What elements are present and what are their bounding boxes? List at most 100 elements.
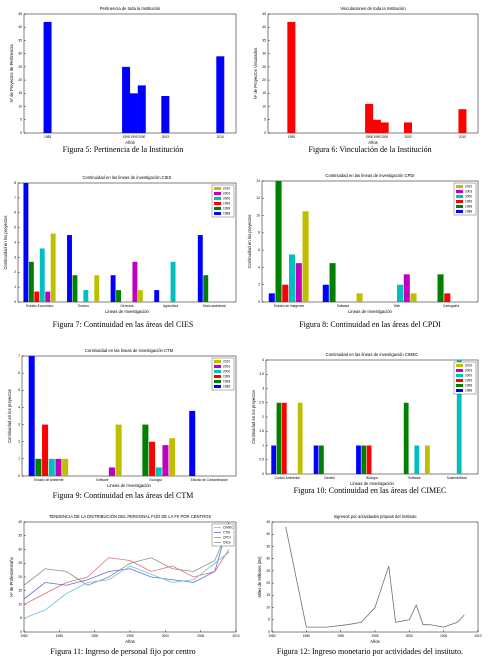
figure-caption: Figura 10: Continuidad en las áreas del …: [294, 486, 447, 495]
x-tick-label: Software: [337, 304, 350, 308]
legend-swatch: [214, 202, 221, 205]
legend-swatch: [214, 375, 221, 378]
y-tick-label: 0: [268, 630, 270, 634]
x-tick-label: Turismo: [78, 304, 90, 308]
legend-swatch: [214, 207, 221, 210]
bar: [437, 274, 444, 302]
chart-title: Continuidad en las lineas de investigaci…: [326, 352, 419, 357]
legend-label: 1999: [223, 201, 230, 205]
y-tick-label: 0: [258, 300, 260, 304]
figure-caption: Figura 5: Pertinencia de la Institución: [63, 145, 184, 154]
legend-swatch: [456, 389, 463, 392]
y-tick-label: 30: [266, 557, 270, 561]
chart-title: Continuidad en las lineas de investigaci…: [325, 173, 414, 178]
figure-caption: Figura 11: Ingreso de personal fijo por …: [50, 647, 195, 656]
x-tick-label: Cartografía: [443, 304, 459, 308]
y-tick-label: 1.5: [259, 429, 264, 433]
bar: [403, 274, 410, 302]
x-axis-label: Lineas de Investigación: [107, 483, 151, 488]
legend-swatch: [456, 379, 463, 382]
x-tick-label: 2005: [440, 634, 447, 638]
y-tick-label: 3: [18, 422, 20, 426]
legend-swatch: [214, 360, 221, 363]
x-tick-label: 1985: [303, 634, 310, 638]
x-tick-label: 2003: [162, 135, 169, 139]
figure-caption: Figura 12: Ingreso monetario por activid…: [277, 647, 463, 656]
bar: [23, 183, 29, 302]
x-tick-label: 1990: [91, 634, 98, 638]
x-tick-label: 2010: [459, 135, 466, 139]
y-tick-label: 6: [258, 248, 260, 252]
plot-frame: [23, 521, 237, 633]
legend-swatch: [456, 210, 463, 213]
y-tick-label: 4: [18, 405, 20, 409]
y-axis-label: Continuidad en los proyectos: [251, 390, 256, 444]
y-tick-label: 40: [18, 25, 22, 29]
bar: [169, 438, 176, 476]
legend-swatch: [214, 212, 221, 215]
legend-label: 1988: [223, 211, 230, 215]
bar: [410, 293, 417, 302]
line: [23, 521, 230, 600]
x-tick-label: Estudio Económico: [26, 304, 54, 308]
bar: [414, 445, 420, 474]
y-tick-label: 40: [18, 520, 22, 524]
bar: [356, 445, 361, 474]
legend-label: 2010: [465, 184, 472, 188]
x-axis-label: Años: [125, 639, 135, 644]
legend-label: 2000: [223, 369, 230, 373]
y-tick-label: 0: [20, 131, 22, 135]
bar: [149, 441, 156, 476]
legend-swatch: [456, 195, 463, 198]
y-tick-label: 15: [266, 593, 270, 597]
y-tick-label: 3: [262, 386, 264, 390]
legend-label: CIES: [223, 540, 230, 544]
legend-swatch: [214, 365, 221, 368]
bar: [28, 356, 35, 476]
legend-label: 1988: [465, 209, 472, 213]
line: [285, 526, 465, 628]
figure: Ingresos por actividades propias del Ins…: [257, 514, 482, 656]
bar: [162, 445, 169, 476]
bar: [189, 410, 196, 476]
y-tick-label: 3: [14, 255, 16, 259]
bar: [361, 445, 367, 474]
x-tick-label: 1995: [126, 634, 133, 638]
y-tick-label: 5: [268, 618, 270, 622]
bar: [35, 458, 42, 476]
y-tick-label: 0: [14, 300, 16, 304]
x-tick-label: 2005: [197, 634, 204, 638]
bar: [142, 424, 149, 476]
figure: Vinculaciones de toda la Institución Años…: [253, 6, 479, 154]
legend-label: 2010: [223, 186, 230, 190]
bar: [50, 233, 56, 302]
line: [23, 549, 230, 605]
x-tick-label: Estudio de Contaminación: [191, 478, 228, 482]
legend-label: 1998: [223, 206, 230, 210]
x-tick-label: 1985: [56, 634, 63, 638]
y-tick-label: 2.5: [259, 401, 264, 405]
y-tick-label: 35: [18, 38, 22, 42]
bar: [42, 424, 49, 476]
y-axis-label: Nº de Proyectos Vinculados: [253, 48, 258, 100]
legend-swatch: [456, 364, 463, 367]
figure: TENDENCIA DE LA DISTRIBUCIÓN DEL PERSONA…: [9, 514, 240, 656]
legend-swatch: [456, 374, 463, 377]
legend-swatch: [214, 187, 221, 190]
x-tick-label: 2000: [162, 634, 169, 638]
bar: [83, 290, 89, 302]
bar: [108, 467, 115, 476]
figure: Continuidad en las lineas de investigaci…: [247, 173, 479, 329]
y-tick-label: 35: [18, 534, 22, 538]
legend-swatch: [456, 185, 463, 188]
y-tick-label: 25: [266, 569, 270, 573]
figure-caption: Figura 8: Continuidad en las áreas del C…: [299, 320, 441, 329]
y-tick-label: 1: [18, 457, 20, 461]
bar: [34, 291, 40, 302]
legend-label: 1999: [465, 199, 472, 203]
legend-swatch: [456, 369, 463, 372]
y-tick-label: 7: [18, 354, 20, 358]
legend-label: CPDI: [223, 535, 231, 539]
x-tick-label: Estudio de Imágenes: [274, 304, 304, 308]
